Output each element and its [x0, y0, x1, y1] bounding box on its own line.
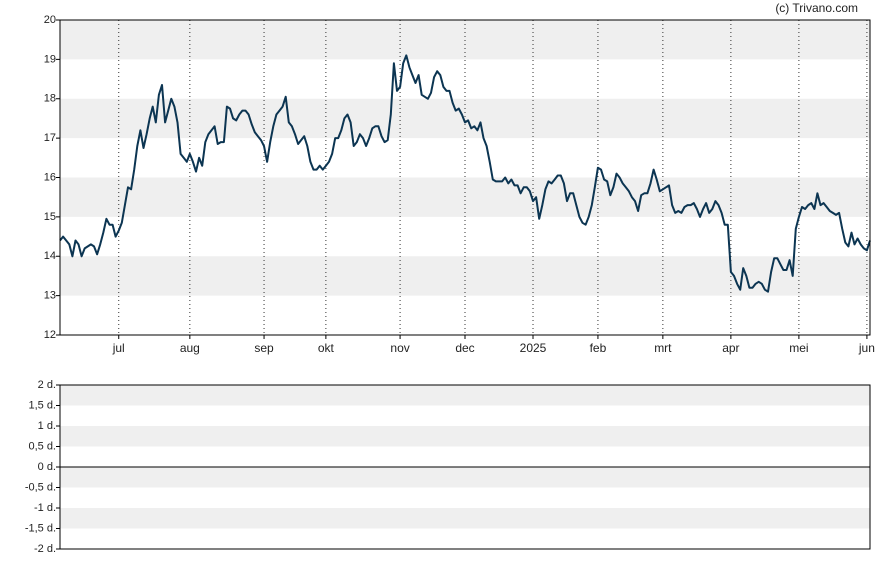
x-tick-label: mei: [789, 341, 808, 355]
y-tick-label: 0 d.: [38, 461, 56, 473]
band: [60, 98, 870, 139]
x-tick-label: sep: [254, 341, 274, 355]
x-tick-label: feb: [590, 341, 607, 355]
y-tick-label: 1 d.: [38, 420, 56, 432]
y-tick-label: 0,5 d.: [28, 440, 56, 452]
y-tick-label: 17: [44, 132, 56, 144]
x-tick-label: dec: [455, 341, 474, 355]
x-tick-label: mrt: [654, 341, 672, 355]
y-tick-label: 2 d.: [38, 379, 56, 391]
band: [60, 508, 870, 529]
x-tick-label: jun: [858, 341, 875, 355]
y-tick-label: -1,5 d.: [25, 522, 56, 534]
band: [60, 426, 870, 447]
y-tick-label: -0,5 d.: [25, 481, 56, 493]
band: [60, 385, 870, 406]
y-tick-label: -1 d.: [34, 502, 56, 514]
band: [60, 20, 870, 60]
x-tick-label: nov: [390, 341, 409, 355]
x-tick-label: aug: [180, 341, 200, 355]
y-tick-label: 14: [44, 250, 56, 262]
y-tick-label: -2 d.: [34, 543, 56, 555]
y-tick-label: 19: [44, 53, 56, 65]
band: [60, 256, 870, 296]
x-tick-label: apr: [722, 341, 739, 355]
band: [60, 467, 870, 488]
y-tick-label: 12: [44, 329, 56, 341]
plot-frame: [59, 19, 871, 336]
y-tick-label: 15: [44, 211, 56, 223]
plot-frame: [59, 384, 871, 550]
y-tick-label: 18: [44, 93, 56, 105]
price-line: [59, 54, 871, 293]
x-tick-label: okt: [318, 341, 335, 355]
y-tick-label: 13: [44, 290, 56, 302]
y-tick-label: 20: [44, 14, 56, 26]
band: [60, 177, 870, 217]
x-tick-label: 2025: [520, 341, 547, 355]
x-tick-label: jul: [112, 341, 125, 355]
y-tick-label: 1,5 d.: [28, 399, 56, 411]
y-tick-label: 16: [44, 171, 56, 183]
source: (c) Trivano.com: [775, 1, 858, 15]
